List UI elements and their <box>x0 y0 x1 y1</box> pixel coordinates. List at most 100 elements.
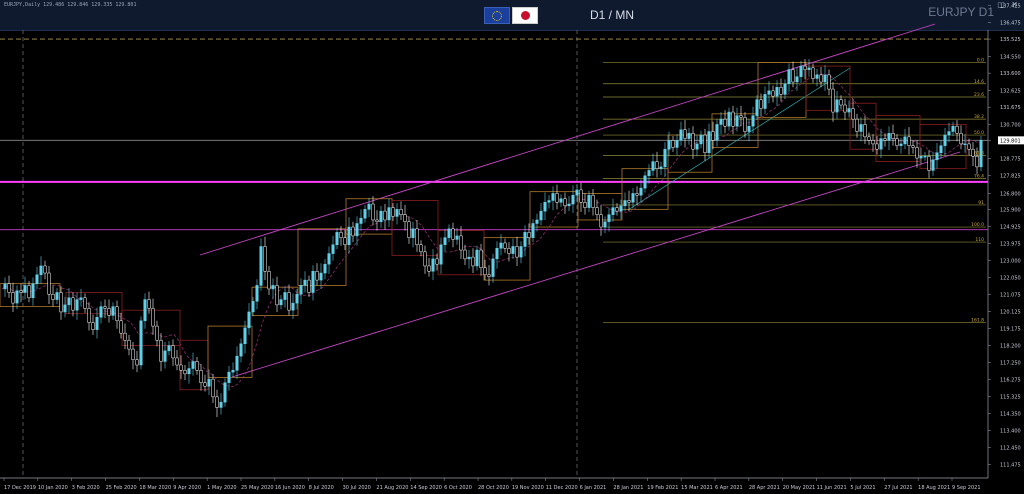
time-tick-label: 27 Jul 2021 <box>884 485 912 491</box>
candle-body <box>879 138 883 150</box>
time-tick-label: 18 Mar 2020 <box>139 485 171 491</box>
time-tick-label: 3 Feb 2020 <box>72 485 100 491</box>
fib-level-label: 61.8 <box>974 150 984 156</box>
candle-body <box>359 217 363 224</box>
candle-body <box>143 299 147 322</box>
candle-body <box>975 156 979 168</box>
candle-body <box>367 203 371 210</box>
candle-body <box>275 285 279 306</box>
price-tick-label: 118.200 <box>1000 344 1021 350</box>
candle-body <box>355 223 359 237</box>
time-tick-label: 28 Oct 2020 <box>478 485 509 491</box>
candle-body <box>523 232 527 247</box>
candle-body <box>803 65 807 70</box>
candle-body <box>263 246 267 272</box>
candle-body <box>195 361 199 371</box>
candle-body <box>607 214 611 222</box>
candle-body <box>923 156 927 158</box>
candle-body <box>295 294 299 304</box>
candle-body <box>479 249 483 268</box>
candle-body <box>639 187 643 196</box>
candle-body <box>63 304 67 313</box>
candle-body <box>47 272 51 295</box>
fib-level-label: 14.6 <box>974 79 984 85</box>
time-tick-label: 17 Dec 2019 <box>4 485 36 491</box>
candle-body <box>819 74 823 83</box>
time-tick-label: 19 Feb 2021 <box>647 485 678 491</box>
candle-body <box>247 311 251 329</box>
candle-body <box>243 327 247 345</box>
candle-body <box>739 115 743 118</box>
time-tick-label: 21 Aug 2020 <box>376 485 408 491</box>
candle-body <box>51 294 55 300</box>
candle-body <box>751 115 755 127</box>
candle-body <box>883 138 887 141</box>
candle-body <box>875 143 879 150</box>
candle-body <box>107 308 111 316</box>
time-tick-label: 6 Jan 2021 <box>580 485 607 491</box>
candle-body <box>539 210 543 221</box>
time-tick-label: 28 Jan 2021 <box>613 485 643 491</box>
candle-body <box>335 232 339 245</box>
candle-body <box>387 207 391 221</box>
candle-body <box>211 378 215 398</box>
window-controls[interactable]: ▢ ✕ <box>997 0 1020 9</box>
candle-body <box>919 156 923 159</box>
current-price-label: 129.801 <box>1000 138 1021 144</box>
candle-body <box>443 237 447 245</box>
monthly-bar-box <box>65 292 123 315</box>
trend-line <box>627 67 851 211</box>
candle-body <box>483 267 487 276</box>
candle-body <box>543 202 547 212</box>
candle-body <box>43 265 47 274</box>
candle-body <box>463 249 467 260</box>
candle-body <box>155 325 159 341</box>
price-tick-label: 120.125 <box>1000 310 1021 316</box>
candle-body <box>139 320 143 366</box>
candle-body <box>451 228 455 240</box>
price-tick-label: 115.325 <box>1000 394 1021 400</box>
candle-body <box>375 219 379 222</box>
candle-body <box>911 145 915 148</box>
monthly-bar-box <box>711 113 759 148</box>
candle-body <box>79 297 83 300</box>
candle-body <box>571 194 575 205</box>
candle-body <box>299 285 303 295</box>
time-tick-label: 6 Apr 2021 <box>715 485 743 491</box>
candle-body <box>55 292 59 300</box>
time-tick-label: 9 Sep 2021 <box>952 485 981 491</box>
candle-body <box>759 99 763 109</box>
candle-body <box>827 74 831 90</box>
candle-body <box>551 193 555 201</box>
candle-body <box>727 111 731 127</box>
candle-body <box>619 205 623 212</box>
candle-body <box>83 297 87 309</box>
candle-body <box>363 209 367 219</box>
candle-body <box>979 140 983 168</box>
candle-body <box>675 140 679 148</box>
candle-body <box>439 244 443 265</box>
candle-body <box>515 246 519 258</box>
candle-body <box>31 283 35 299</box>
candle-body <box>951 125 955 132</box>
candle-body <box>907 136 911 146</box>
candle-body <box>719 118 723 125</box>
candle-body <box>127 339 131 350</box>
candle-body <box>191 361 195 369</box>
candle-body <box>623 200 627 207</box>
candle-body <box>559 198 563 203</box>
candle-body <box>887 133 891 141</box>
candle-body <box>655 161 659 169</box>
monthly-bar-box <box>919 124 967 170</box>
candle-body <box>567 203 571 207</box>
candle-body <box>99 306 103 318</box>
candle-body <box>87 308 91 323</box>
candle-body <box>847 108 851 113</box>
candle-body <box>131 348 135 360</box>
candle-body <box>763 94 767 109</box>
candle-body <box>471 256 475 267</box>
candle-body <box>779 87 783 95</box>
candle-body <box>651 161 655 171</box>
candle-body <box>119 320 123 334</box>
